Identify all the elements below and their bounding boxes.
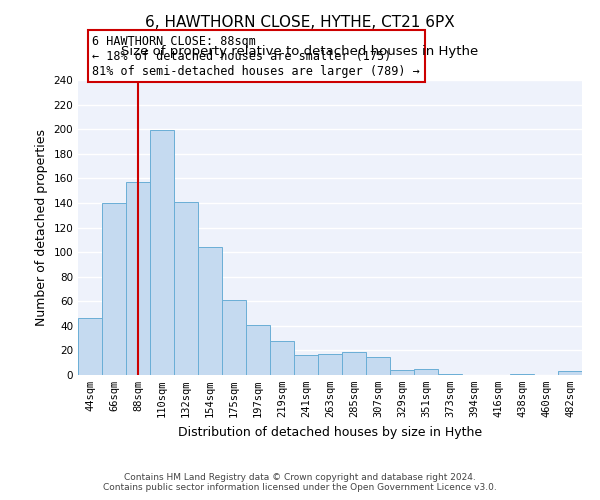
Bar bbox=[510, 374, 534, 375]
Bar bbox=[414, 369, 438, 375]
Bar bbox=[150, 130, 174, 375]
Bar bbox=[270, 340, 294, 375]
Text: Size of property relative to detached houses in Hythe: Size of property relative to detached ho… bbox=[121, 45, 479, 58]
Bar bbox=[342, 352, 366, 375]
Bar bbox=[438, 374, 462, 375]
Bar bbox=[126, 182, 150, 375]
Text: 6 HAWTHORN CLOSE: 88sqm
← 18% of detached houses are smaller (175)
81% of semi-d: 6 HAWTHORN CLOSE: 88sqm ← 18% of detache… bbox=[92, 34, 420, 78]
Bar bbox=[390, 370, 414, 375]
Text: 6, HAWTHORN CLOSE, HYTHE, CT21 6PX: 6, HAWTHORN CLOSE, HYTHE, CT21 6PX bbox=[145, 15, 455, 30]
Bar bbox=[294, 356, 318, 375]
Bar bbox=[78, 318, 102, 375]
Bar bbox=[174, 202, 198, 375]
Bar bbox=[246, 324, 270, 375]
X-axis label: Distribution of detached houses by size in Hythe: Distribution of detached houses by size … bbox=[178, 426, 482, 438]
Bar bbox=[222, 300, 246, 375]
Y-axis label: Number of detached properties: Number of detached properties bbox=[35, 129, 48, 326]
Bar bbox=[366, 356, 390, 375]
Text: Contains HM Land Registry data © Crown copyright and database right 2024.
Contai: Contains HM Land Registry data © Crown c… bbox=[103, 473, 497, 492]
Bar bbox=[198, 247, 222, 375]
Bar bbox=[318, 354, 342, 375]
Bar bbox=[102, 203, 126, 375]
Bar bbox=[558, 372, 582, 375]
